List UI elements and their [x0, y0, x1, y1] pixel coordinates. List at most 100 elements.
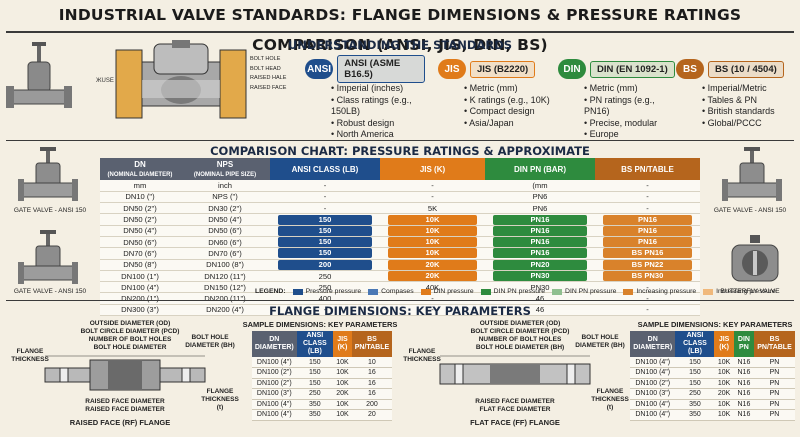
- legend-item: Compases: [368, 288, 414, 295]
- comparison-cell: DN10 ("): [100, 191, 180, 204]
- comparison-cell: DN100 (1"): [100, 270, 180, 283]
- legend-swatch: [420, 288, 431, 295]
- sample-cell: DN100 (4"): [252, 357, 297, 368]
- pressure-pill: PN16: [493, 225, 587, 236]
- sample-cell: 16: [351, 378, 392, 389]
- comparison-cell: DN100 (8"): [180, 259, 270, 271]
- legend-label: Increasing pressure: [716, 288, 776, 295]
- sample-cell: 10K: [714, 399, 734, 410]
- standard-card-jis: JIS JIS (B2220) Metric (mm)K ratings (e.…: [438, 58, 558, 140]
- sample-cell: 10K: [714, 367, 734, 379]
- comparison-cell: PN6: [485, 202, 595, 215]
- legend-item: Pressure pressure: [292, 288, 362, 295]
- gate-valve-left-bottom-label: GATE VALVE - ANSI 150: [13, 288, 87, 295]
- bolt-hole-label: BOLT HOLE: [250, 56, 281, 62]
- col-jis-header: JIS (K): [380, 158, 485, 180]
- legend-swatch: [623, 288, 634, 295]
- legend-item: Increasing pressure: [703, 288, 776, 295]
- bullet-item: Tables & PN: [702, 95, 796, 107]
- pressure-pill: PN16: [603, 225, 692, 236]
- sample-right-title: SAMPLE DIMENSIONS: KEY PARAMETERS: [637, 320, 793, 329]
- legend-swatch: [480, 288, 491, 295]
- comparison-cell: DN70 (6"): [180, 247, 270, 260]
- sample-cell: 16: [351, 367, 392, 379]
- bullet-item: Robust design: [331, 118, 425, 130]
- ff-thickness-left-label: FLANGE THICKNESS: [403, 348, 441, 363]
- comparison-row: DN50 (6") DN60 (6") 150 10K PN16 PN16: [100, 236, 700, 249]
- bullet-item: British standards: [702, 106, 796, 118]
- comparison-cell: BS PN22: [595, 259, 700, 271]
- pressure-pill: PN30: [493, 271, 587, 282]
- sample-cell: DN100 (2"): [252, 378, 297, 389]
- flange-heading: FLANGE DIMENSIONS: KEY PARAMETERS: [269, 304, 531, 318]
- sample-row: DN100 (4") 350 10K N16 PN: [630, 409, 795, 421]
- understanding-heading: UNDERSTANDING THE STANDARDS: [287, 38, 513, 52]
- comparison-cell: PN16: [485, 236, 595, 249]
- comparison-row: mm inch - - (mm -: [100, 180, 700, 192]
- rf-od-label: OUTSIDE DIAMETER (OD): [89, 320, 171, 327]
- sample-right-table: DN DIAMETER) ANSI CLASS (LB) JIS (K) DIN PN…: [630, 331, 795, 421]
- ff-thickness-right-label: FLANGE THICKNESS (t): [591, 388, 629, 411]
- sample-header-cell: ANSI CLASS (LB): [675, 331, 715, 357]
- ff-nbh-label: NUMBER OF BOLT HOLES: [478, 336, 562, 343]
- comparison-cell: 150: [270, 247, 380, 260]
- sample-header-cell: DIN PN: [733, 331, 755, 357]
- sample-cell: 150: [296, 367, 334, 379]
- comparison-cell: -: [270, 202, 380, 215]
- page-title: INDUSTRIAL VALVE STANDARDS: FLANGE DIMEN…: [58, 6, 742, 54]
- comparison-row: DN100 (4") DN150 (12") 250 40K PN30-: [100, 281, 700, 294]
- pressure-pill: 20K: [388, 271, 477, 282]
- comparison-row: DN50 (2") DN50 (4") 150 10K PN16 PN16: [100, 213, 700, 226]
- comparison-cell: -: [380, 180, 485, 192]
- comparison-cell: PN6: [485, 191, 595, 204]
- comparison-cell: 150: [270, 236, 380, 249]
- sample-row: DN100 (2") 150 10K 16: [252, 367, 392, 379]
- sample-cell: N16: [733, 388, 755, 400]
- pressure-pill: 150: [278, 225, 372, 236]
- legend-label: Pressure pressure: [305, 288, 362, 295]
- comparison-cell: 20K: [380, 259, 485, 271]
- comparison-cell: PN16: [485, 247, 595, 260]
- din-badge-icon: DIN: [558, 59, 586, 79]
- comparison-cell: PN16: [595, 213, 700, 226]
- sample-cell: 200: [351, 399, 392, 410]
- pressure-pill: 10K: [388, 248, 477, 259]
- col-dn-header: DN (NOMINAL DIAMETER): [100, 158, 180, 180]
- sample-header-cell: ANSI CLASS (LB): [296, 331, 334, 357]
- sample-header-cell: JIS (K): [333, 331, 352, 357]
- comparison-cell: -: [595, 202, 700, 215]
- bullet-item: PN ratings (e.g., PN16): [584, 95, 678, 118]
- pressure-pill: PN16: [493, 248, 587, 259]
- rf-rfd-label-1: RAISED FACE DIAMETER: [85, 398, 165, 405]
- comparison-cell: DN50 (6"): [100, 236, 180, 249]
- sample-header-cell: DN DIAMETER): [252, 331, 297, 357]
- rf-bhd-label: BOLT HOLE DIAMETER: [93, 344, 167, 351]
- pressure-pill: 150: [278, 214, 372, 225]
- gate-valve-right-icon: [722, 147, 782, 201]
- sample-row: DN100 (4") 150 10K 10: [252, 357, 392, 368]
- comparison-row: DN50 (4") DN50 (6") 150 10K PN16 PN16: [100, 225, 700, 237]
- pressure-pill: PN16: [603, 214, 692, 225]
- comparison-cell: BS PN16: [595, 247, 700, 260]
- pressure-pill: 10K: [388, 237, 477, 248]
- col-bs-header: BS PN/TABLE: [595, 158, 700, 180]
- comparison-cell: 10K: [380, 213, 485, 226]
- legend-label: DIN PN pressure: [493, 288, 546, 295]
- pressure-pill: BS PN22: [603, 259, 692, 270]
- gate-valve-left-bottom-icon: [18, 230, 78, 284]
- sample-cell: 150: [296, 378, 334, 389]
- sample-header-cell: DN DIAMETER): [630, 331, 676, 357]
- comparison-cell: 150: [270, 225, 380, 237]
- sample-cell: PN: [754, 399, 795, 410]
- comparison-cell: DN50 (4"): [180, 213, 270, 226]
- pressure-pill: 10K: [388, 225, 477, 236]
- gate-valve-left-top-label: GATE VALVE - ANSI 150: [13, 207, 87, 214]
- comparison-cell: (mm: [485, 180, 595, 192]
- flat-face-flange-diagram: OUTSIDE DIAMETER (OD) BOLT CIRCLE DIAMET…: [400, 318, 630, 433]
- jis-badge-icon: JIS: [438, 59, 466, 79]
- sample-cell: 10: [351, 357, 392, 368]
- sample-cell: PN: [754, 409, 795, 421]
- bullet-item: Precise, modular: [584, 118, 678, 130]
- comparison-row: DN50 (2") DN30 (2") -5K PN6-: [100, 202, 700, 215]
- comparison-cell: mm: [100, 180, 180, 192]
